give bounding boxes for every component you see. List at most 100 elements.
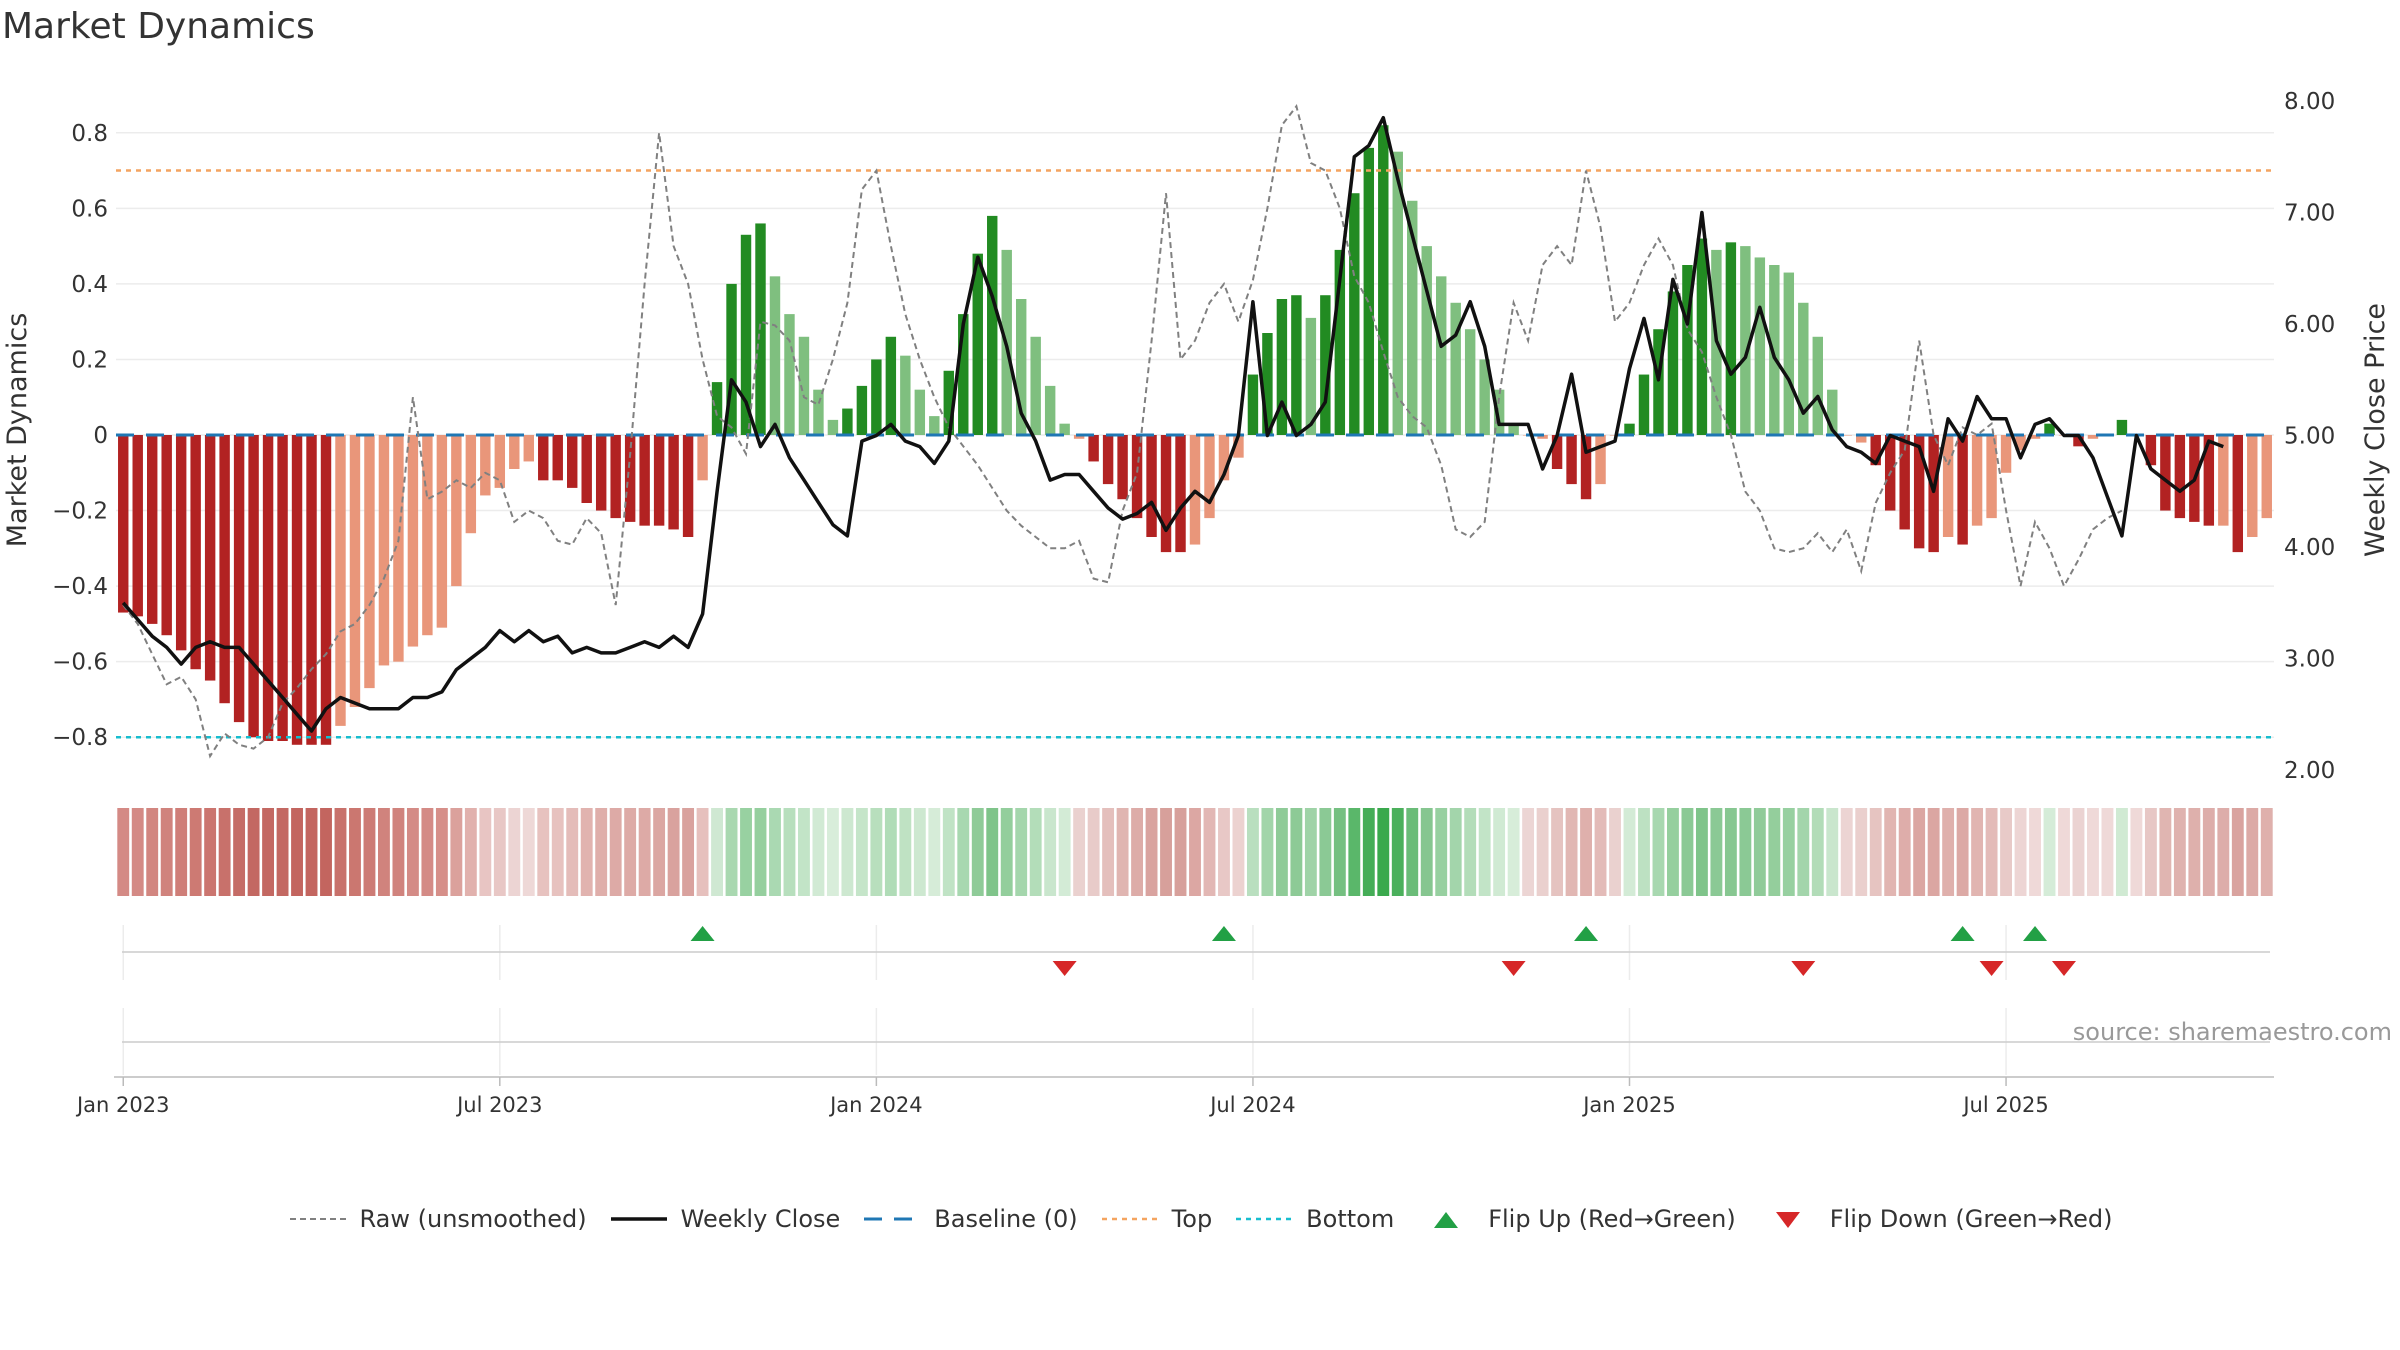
regime-cell bbox=[1710, 808, 1723, 896]
dynamics-bar bbox=[291, 435, 303, 745]
dynamics-bar bbox=[842, 408, 853, 435]
dynamics-bar bbox=[1667, 291, 1679, 435]
regime-cell bbox=[1565, 808, 1578, 896]
regime-cell bbox=[537, 808, 550, 896]
legend-label: Top bbox=[1171, 1205, 1213, 1233]
flip-down-marker bbox=[1052, 961, 1077, 976]
regime-cell bbox=[233, 808, 246, 896]
regime-cell bbox=[1218, 808, 1230, 896]
dynamics-bar bbox=[422, 435, 433, 636]
dynamics-bar bbox=[1812, 336, 1823, 435]
dynamics-bar bbox=[335, 435, 346, 726]
regime-cell bbox=[2000, 808, 2012, 896]
source-note: source: sharemaestro.com bbox=[2072, 1018, 2392, 1046]
legend-swatch bbox=[1775, 1212, 1800, 1228]
regime-cell bbox=[682, 808, 695, 896]
dynamics-bar bbox=[1595, 435, 1606, 485]
dynamics-bar bbox=[595, 435, 607, 511]
regime-cell bbox=[1290, 808, 1303, 896]
dynamics-bar bbox=[1421, 246, 1432, 435]
regime-cell bbox=[1275, 808, 1288, 896]
regime-cell bbox=[1246, 808, 1259, 896]
regime-cell bbox=[247, 808, 260, 896]
legend-swatch bbox=[864, 1217, 921, 1221]
regime-cell bbox=[841, 808, 854, 896]
dynamics-bar bbox=[1117, 435, 1128, 500]
regime-cell bbox=[508, 808, 521, 896]
dynamics-bar bbox=[827, 419, 839, 435]
dynamics-bar bbox=[813, 389, 824, 435]
regime-cell bbox=[435, 808, 448, 896]
regime-cell bbox=[1174, 808, 1187, 896]
regime-cell bbox=[2115, 808, 2128, 896]
regime-cell bbox=[1797, 808, 1810, 896]
flip-up-marker bbox=[1950, 926, 1975, 941]
dynamics-bar bbox=[349, 435, 361, 707]
regime-cell bbox=[1594, 808, 1607, 896]
regime-cell bbox=[1073, 808, 1086, 896]
dynamics-bar bbox=[2073, 435, 2084, 447]
dynamics-bar bbox=[581, 435, 592, 503]
regime-cell bbox=[204, 808, 217, 896]
dynamics-bar bbox=[1464, 329, 1476, 435]
flip-up-marker bbox=[1211, 926, 1236, 941]
regime-cell bbox=[1667, 808, 1679, 896]
dynamics-bar bbox=[175, 435, 187, 651]
dynamics-bar bbox=[1740, 246, 1751, 435]
regime-cell bbox=[1985, 808, 1998, 896]
dynamics-bar bbox=[987, 215, 998, 435]
dynamics-bar bbox=[972, 253, 983, 435]
regime-cell bbox=[2087, 808, 2099, 896]
regime-cell bbox=[1333, 808, 1346, 896]
dynamics-bar bbox=[1204, 435, 1215, 519]
y-axis-left-label: Market Dynamics bbox=[2, 313, 33, 548]
dynamics-bar bbox=[624, 435, 636, 522]
dynamics-bar bbox=[2174, 435, 2186, 519]
regime-cell bbox=[1811, 808, 1824, 896]
regime-cell bbox=[291, 808, 303, 896]
regime-cell bbox=[928, 808, 941, 896]
regime-cell bbox=[1116, 808, 1129, 896]
legend-item-flip-up: Flip Up (Red→Green) bbox=[1416, 1205, 1736, 1233]
dynamics-bars bbox=[118, 125, 2272, 745]
regime-cell bbox=[1304, 808, 1317, 896]
x-axis: Jan 2023 Jul 2023 Jan 2024 Jul 2024 Jan 2025… bbox=[75, 1076, 2274, 1117]
regime-cell bbox=[450, 808, 463, 896]
dynamics-bar bbox=[393, 435, 404, 662]
legend-item-close: Weekly Close bbox=[609, 1205, 840, 1233]
regime-cell bbox=[1536, 808, 1549, 896]
regime-cell bbox=[1145, 808, 1158, 896]
dynamics-bar bbox=[2261, 435, 2272, 519]
regime-cell bbox=[2202, 808, 2215, 896]
dynamics-bar bbox=[1754, 257, 1766, 435]
dynamics-bar bbox=[567, 435, 578, 488]
dynamics-bar bbox=[1073, 435, 1085, 439]
regime-cell bbox=[1189, 808, 1201, 896]
regime-cell bbox=[2058, 808, 2070, 896]
raw-series bbox=[122, 104, 2123, 759]
regime-cell bbox=[479, 808, 492, 896]
dynamics-bar bbox=[1044, 385, 1056, 435]
dynamics-bar bbox=[407, 435, 419, 647]
regime-cell bbox=[812, 808, 825, 896]
regime-cell bbox=[1391, 808, 1404, 896]
regime-cell bbox=[146, 808, 159, 896]
regime-cell bbox=[957, 808, 970, 896]
dynamics-bar bbox=[190, 435, 201, 670]
regime-cell bbox=[1652, 808, 1665, 896]
x-tick-label: Jul 2025 bbox=[1961, 1093, 2048, 1117]
dynamics-bar bbox=[900, 355, 911, 435]
dynamics-bar bbox=[1841, 435, 1852, 436]
legend-swatch bbox=[1101, 1217, 1158, 1221]
left-tick-label: −0.4 bbox=[52, 574, 108, 600]
dynamics-bar bbox=[248, 435, 259, 738]
dynamics-bar bbox=[2029, 435, 2041, 439]
dynamics-bar bbox=[1247, 374, 1259, 435]
right-tick-label: 7.00 bbox=[2284, 201, 2335, 227]
dynamics-bar bbox=[1508, 423, 1519, 435]
dynamics-bar bbox=[1378, 125, 1389, 435]
dynamics-bar bbox=[1638, 374, 1650, 435]
x-tick-label: Jan 2023 bbox=[75, 1093, 170, 1117]
regime-strip bbox=[117, 808, 2273, 896]
regime-cell bbox=[2101, 808, 2114, 896]
